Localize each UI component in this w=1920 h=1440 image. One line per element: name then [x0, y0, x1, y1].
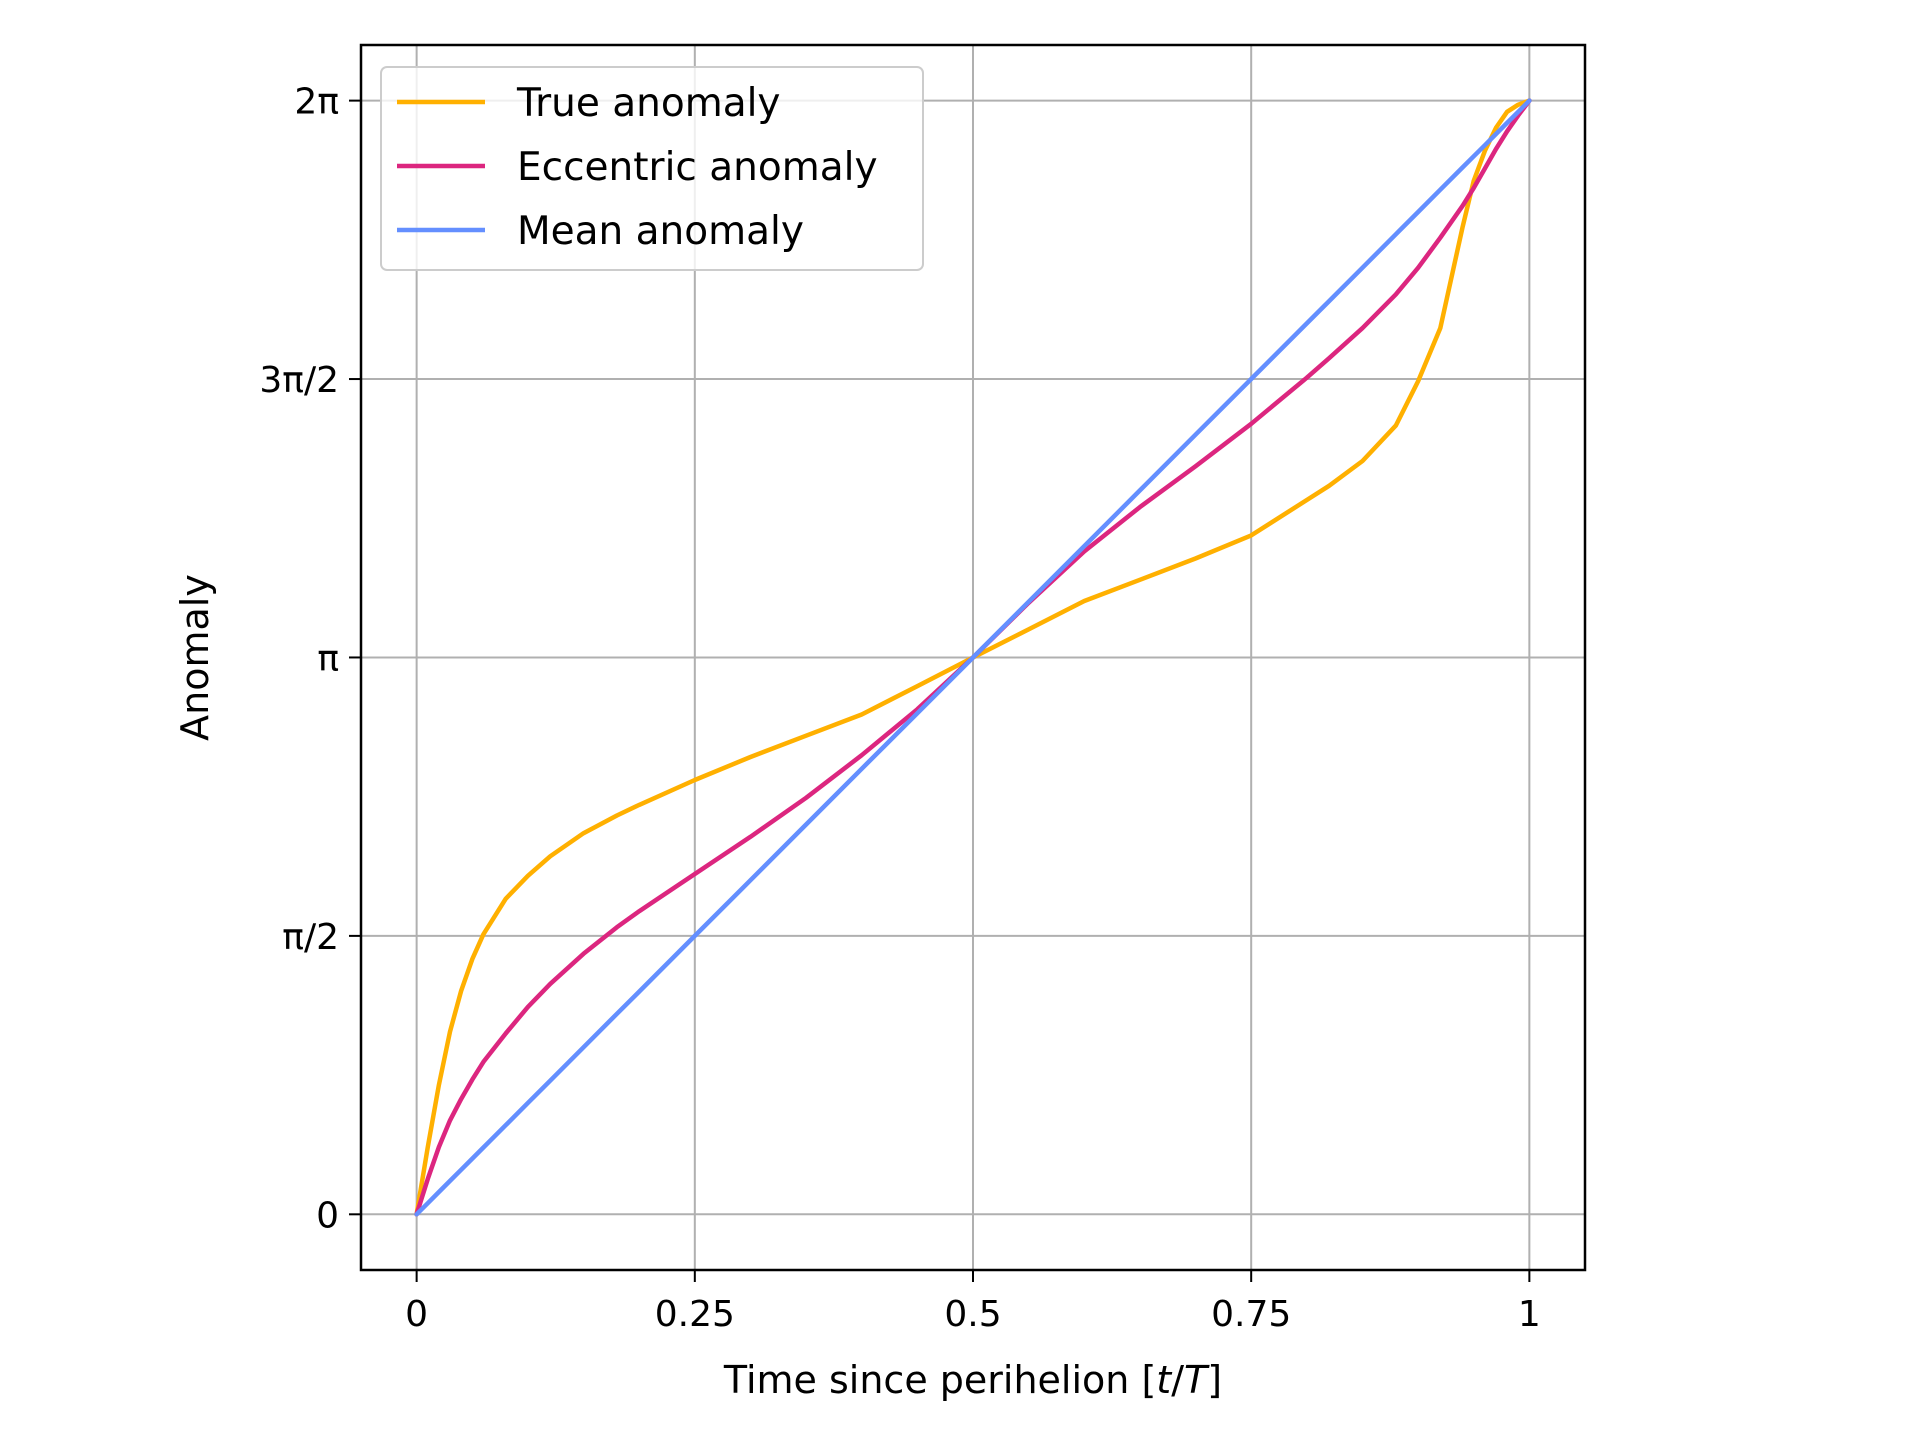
x-axis-label: Time since perihelion [t/T]	[723, 1358, 1222, 1402]
y-tick-label: 2π	[294, 82, 339, 123]
legend-frame	[380, 66, 924, 271]
x-axis-label-t: t	[1156, 1358, 1173, 1402]
x-tick-label: 0	[405, 1294, 428, 1335]
mean-anomaly-line	[414, 98, 1532, 1217]
x-axis-label-T: T	[1184, 1358, 1210, 1402]
y-tick-label: 3π/2	[259, 360, 339, 401]
series-layer	[414, 98, 1532, 1217]
legend: True anomaly Eccentric anomaly Mean anomal…	[380, 66, 924, 271]
legend-label-mean-anomaly: Mean anomaly	[517, 209, 804, 254]
x-axis-label-close: ]	[1207, 1358, 1222, 1402]
y-tick-label: π	[317, 638, 339, 679]
x-tick-label: 1	[1518, 1294, 1541, 1335]
y-tick-label: 0	[316, 1195, 339, 1236]
x-tick-label: 0.75	[1211, 1294, 1291, 1335]
y-tick-label: π/2	[282, 917, 339, 958]
x-axis-label-prefix: Time since perihelion [	[723, 1358, 1156, 1402]
x-axis-label-slash: /	[1171, 1358, 1184, 1402]
x-tick-label: 0.5	[944, 1294, 1001, 1335]
legend-label-true-anomaly: True anomaly	[516, 81, 781, 126]
legend-label-eccentric-anomaly: Eccentric anomaly	[517, 145, 878, 190]
x-tick-label: 0.25	[655, 1294, 735, 1335]
y-axis-label: Anomaly	[173, 574, 217, 741]
tick-layer: 0 0.25 0.5 0.75 1 0 π/2 π 3π/2 2π	[259, 82, 1540, 1335]
